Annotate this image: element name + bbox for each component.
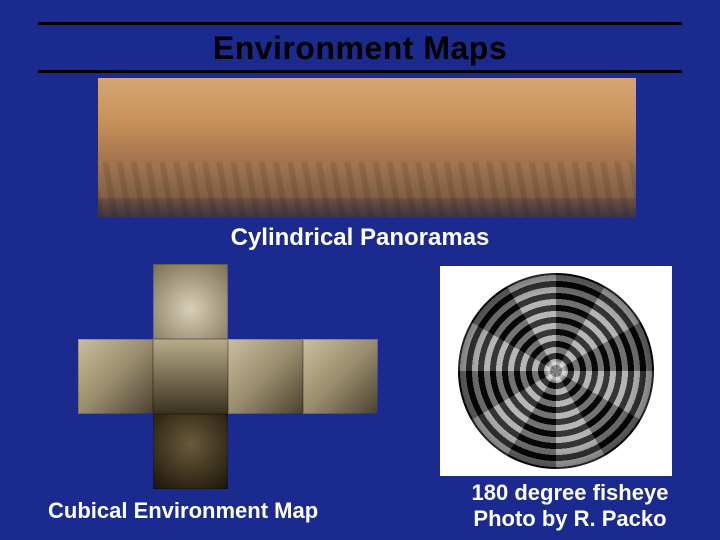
fisheye-caption: 180 degree fisheye Photo by R. Packo [440, 480, 700, 533]
slide-title: Environment Maps [0, 30, 720, 67]
title-underline [38, 70, 682, 73]
cylindrical-caption: Cylindrical Panoramas [0, 224, 720, 252]
cubemap-caption: Cubical Environment Map [48, 498, 318, 524]
cubemap-face-back [303, 339, 378, 414]
top-divider [38, 22, 682, 25]
fisheye-container [440, 266, 672, 476]
cylindrical-panorama-image [98, 78, 636, 218]
cubemap-face-top [153, 264, 228, 339]
cubemap-cross [78, 264, 378, 489]
cubemap-face-right [228, 339, 303, 414]
cubemap-face-bottom [153, 414, 228, 489]
fisheye-image [458, 273, 654, 469]
cubemap-face-left [78, 339, 153, 414]
cubemap-face-front [153, 339, 228, 414]
fisheye-caption-line2: Photo by R. Packo [473, 506, 666, 531]
fisheye-caption-line1: 180 degree fisheye [472, 480, 669, 505]
